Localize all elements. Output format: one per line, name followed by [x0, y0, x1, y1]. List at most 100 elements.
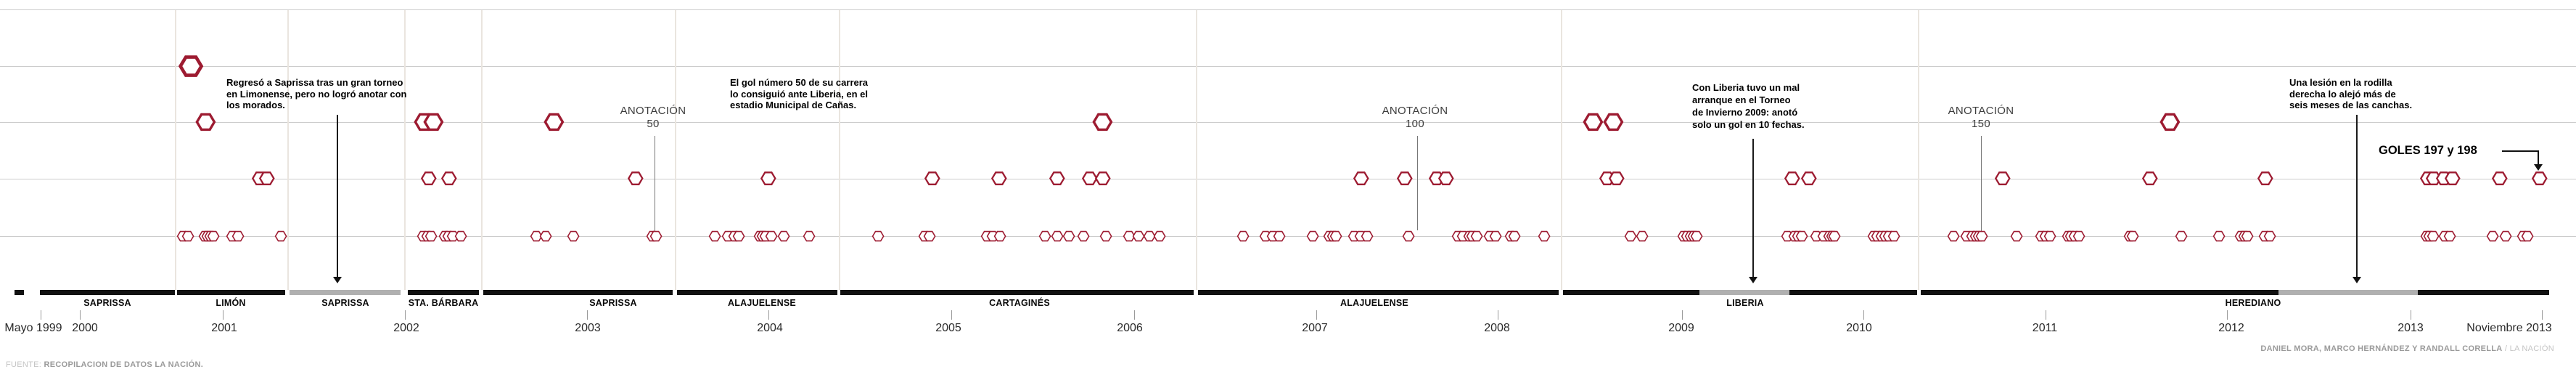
credits-org: / LA NACIÓN [2502, 344, 2554, 353]
goal-marker-1g [1828, 230, 1841, 242]
goal-marker-1g [1690, 230, 1703, 242]
goal-marker-1g [424, 230, 438, 242]
axis-bar-segment [40, 290, 175, 295]
goal-marker-2g [1784, 171, 1800, 186]
goal-marker-1g [1508, 230, 1521, 242]
goal-marker-1g [1489, 230, 1502, 242]
goal-marker-1g [732, 230, 745, 242]
annotation-pointer-line [337, 115, 338, 277]
source-note: FUENTE: RECOPILACION DE DATOS LA NACIÓN. [6, 360, 203, 369]
gridline-horizontal [0, 236, 2576, 237]
goal-marker-2g [2142, 171, 2158, 186]
credits-names: DANIEL MORA, MARCO HERNÁNDEZ Y RANDALL C… [2260, 344, 2503, 353]
annotation-anotacion-50: ANOTACIÓN 50 [573, 105, 733, 131]
goal-marker-2g [991, 171, 1007, 186]
goles-connector-line [2538, 150, 2539, 164]
anotacion-100-number: 100 [1406, 118, 1424, 130]
year-label: 2006 [1117, 322, 1143, 334]
goal-marker-3g [423, 113, 443, 132]
anotacion-50-word: ANOTACIÓN [620, 105, 686, 117]
goal-marker-1g [1062, 230, 1075, 242]
goal-marker-1g [1795, 230, 1808, 242]
year-label: 2013 [2397, 322, 2424, 334]
source-label: FUENTE: [6, 360, 42, 369]
year-label: Noviembre 2013 [2466, 322, 2552, 334]
annotation-anotacion-150: ANOTACIÓN 150 [1901, 105, 2061, 131]
axis-bar-segment [177, 290, 285, 295]
anotacion-100-word: ANOTACIÓN [1382, 105, 1448, 117]
goal-marker-2g [1397, 171, 1413, 186]
goal-marker-1g [649, 230, 663, 242]
team-label: CARTAGINÉS [989, 298, 1050, 308]
season-boundary-line [839, 10, 840, 290]
season-boundary-line [175, 10, 176, 290]
goal-marker-1g [871, 230, 885, 242]
axis-bar-segment [1563, 290, 1699, 295]
team-label: SAPRISSA [83, 298, 131, 308]
year-tick [80, 310, 81, 320]
annotation-pointer-line [1416, 136, 1418, 230]
goal-marker-2g [924, 171, 940, 186]
annotation-liberia-arranque: Con Liberia tuvo un mal arranque en el T… [1692, 82, 1805, 130]
goal-marker-4g [178, 55, 204, 77]
goal-marker-3g [1583, 113, 1603, 132]
goal-marker-1g [1306, 230, 1319, 242]
goal-marker-2g [1438, 171, 1454, 186]
year-label: 2010 [1846, 322, 1872, 334]
year-tick [587, 310, 588, 320]
goal-marker-1g [1947, 230, 1960, 242]
season-boundary-line [675, 10, 676, 290]
goal-marker-1g [1236, 230, 1250, 242]
goal-marker-1g [2126, 230, 2139, 242]
goal-marker-1g [923, 230, 936, 242]
year-tick [1682, 310, 1683, 320]
axis-bar-segment [1699, 290, 1789, 295]
year-tick [951, 310, 952, 320]
year-tick [1863, 310, 1864, 320]
goal-marker-1g [765, 230, 778, 242]
year-label: 2011 [2032, 322, 2058, 334]
goal-marker-1g [2175, 230, 2188, 242]
goal-marker-2g [1801, 171, 1817, 186]
arrowhead-icon [1749, 277, 1757, 283]
goal-marker-1g [993, 230, 1006, 242]
gridline-horizontal [0, 9, 2576, 10]
axis-bar-segment [290, 290, 401, 295]
arrowhead-icon [2534, 164, 2543, 171]
goal-marker-1g [231, 230, 245, 242]
year-label: Mayo 1999 [4, 322, 62, 334]
year-label: 2009 [1668, 322, 1694, 334]
goal-marker-1g [1273, 230, 1286, 242]
goal-marker-1g [2212, 230, 2226, 242]
anotacion-50-number: 50 [647, 118, 660, 130]
annotation-anotacion-100: ANOTACIÓN 100 [1335, 105, 1495, 131]
season-boundary-line [1196, 10, 1197, 290]
arrowhead-icon [2353, 277, 2361, 283]
goal-marker-3g [2159, 113, 2180, 132]
goal-marker-1g [2072, 230, 2085, 242]
goal-marker-1g [454, 230, 467, 242]
goal-marker-2g [1609, 171, 1625, 186]
gridline-horizontal [0, 122, 2576, 123]
annotation-pointer-line [1752, 139, 1754, 277]
goal-marker-2g [1095, 171, 1111, 186]
axis-bar-segment [483, 290, 673, 295]
goal-marker-2g [421, 171, 437, 186]
goal-marker-1g [2427, 230, 2440, 242]
year-tick [1316, 310, 1317, 320]
goal-marker-1g [803, 230, 816, 242]
team-label: LIMÓN [216, 298, 246, 308]
season-boundary-line [1918, 10, 1919, 290]
year-label: 2001 [211, 322, 237, 334]
axis-bar-segment [677, 290, 837, 295]
annotation-goles-197-198: GOLES 197 y 198 [2379, 144, 2477, 157]
axis-bar-segment [2418, 290, 2549, 295]
season-boundary-line [1561, 10, 1562, 290]
annotation-lesion-rodilla: Una lesión en la rodilla derecha lo alej… [2289, 77, 2413, 110]
goal-marker-2g [2532, 171, 2548, 186]
team-label: SAPRISSA [589, 298, 637, 308]
goal-marker-2g [259, 171, 275, 186]
year-tick [768, 310, 769, 320]
goal-marker-1g [1402, 230, 1415, 242]
